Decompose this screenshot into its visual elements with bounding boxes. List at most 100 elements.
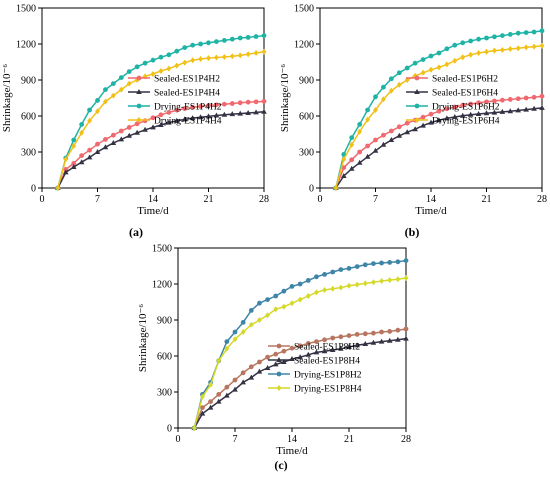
data-point	[330, 335, 336, 341]
data-point	[346, 266, 352, 271]
legend-entry: Sealed-ES1P4H4	[154, 89, 220, 99]
data-point	[403, 326, 409, 332]
data-point	[354, 281, 360, 288]
data-point	[387, 329, 393, 334]
legend-entry: Drying-ES1P8H2	[294, 371, 362, 381]
data-point	[248, 364, 254, 370]
data-point	[221, 38, 227, 43]
data-point	[289, 284, 295, 289]
data-point	[381, 84, 386, 90]
legend-entry: Sealed-ES1P4H2	[154, 75, 220, 85]
x-tick-label: 21	[344, 434, 354, 445]
data-point	[499, 97, 505, 103]
y-tick-label: 600	[157, 352, 172, 363]
x-tick-label: 28	[259, 194, 269, 205]
legend-marker	[136, 89, 142, 94]
data-point	[174, 62, 180, 69]
data-point	[79, 122, 85, 127]
y-tick-label: 600	[299, 112, 314, 123]
data-point	[523, 30, 529, 35]
data-point	[103, 98, 108, 105]
data-point	[314, 274, 319, 280]
x-tick-label: 28	[401, 434, 411, 445]
data-point	[436, 117, 442, 123]
data-point	[420, 114, 426, 120]
data-point	[333, 185, 339, 191]
data-point	[492, 34, 497, 40]
data-point	[362, 262, 368, 268]
data-point	[257, 317, 262, 323]
data-point	[499, 33, 505, 38]
data-point	[484, 99, 489, 105]
data-point	[322, 337, 327, 343]
legend-marker	[414, 117, 420, 123]
data-point	[539, 28, 545, 34]
data-point	[428, 119, 434, 125]
data-point	[404, 120, 410, 126]
y-tick-label: 0	[31, 184, 36, 195]
data-point	[297, 343, 303, 349]
data-point	[321, 348, 328, 354]
data-point	[229, 111, 236, 117]
data-point	[256, 368, 263, 374]
data-point	[314, 289, 319, 296]
data-point	[221, 101, 227, 107]
data-point	[484, 48, 489, 55]
data-point	[460, 54, 466, 61]
data-point	[224, 384, 230, 390]
y-tick-label: 900	[157, 316, 172, 327]
data-point	[221, 53, 227, 60]
series-group	[333, 42, 545, 191]
data-point	[379, 278, 384, 284]
data-point	[387, 260, 393, 265]
data-point	[150, 71, 156, 77]
data-point	[200, 393, 205, 400]
y-tick-label: 0	[167, 424, 172, 435]
data-point	[436, 108, 442, 114]
legend-marker	[414, 103, 420, 109]
data-point	[94, 149, 101, 154]
data-point	[364, 153, 371, 159]
legend-marker	[276, 385, 282, 391]
data-point	[297, 296, 303, 303]
data-point	[395, 259, 401, 265]
data-point	[476, 100, 481, 106]
data-point	[322, 272, 327, 277]
data-point	[428, 66, 434, 73]
data-point	[492, 98, 497, 104]
data-point	[362, 280, 368, 287]
data-point	[257, 359, 262, 365]
data-point	[232, 386, 238, 392]
data-point	[166, 52, 172, 58]
legend-marker	[414, 75, 420, 81]
data-point	[253, 34, 259, 39]
data-point	[166, 119, 172, 125]
data-point	[515, 45, 521, 52]
x-tick-label: 21	[204, 194, 214, 205]
data-point	[110, 132, 116, 138]
series-group	[55, 108, 267, 190]
data-point	[420, 69, 426, 76]
data-point	[297, 281, 303, 287]
data-point	[330, 285, 336, 292]
data-point	[150, 115, 156, 121]
legend-marker	[136, 117, 142, 123]
data-point	[289, 356, 295, 361]
data-point	[240, 370, 246, 376]
data-point	[248, 321, 254, 328]
data-point	[229, 101, 235, 106]
data-point	[305, 351, 312, 357]
data-point	[539, 93, 545, 99]
y-tick-label: 1500	[152, 244, 172, 255]
data-point	[158, 122, 164, 127]
data-point	[110, 81, 116, 86]
y-tick-label: 900	[21, 76, 36, 87]
data-point	[264, 365, 271, 370]
data-point	[150, 124, 156, 130]
series-group	[191, 275, 409, 431]
data-point	[523, 95, 529, 101]
data-point	[412, 126, 418, 132]
data-point	[395, 327, 401, 333]
data-point	[297, 354, 303, 360]
